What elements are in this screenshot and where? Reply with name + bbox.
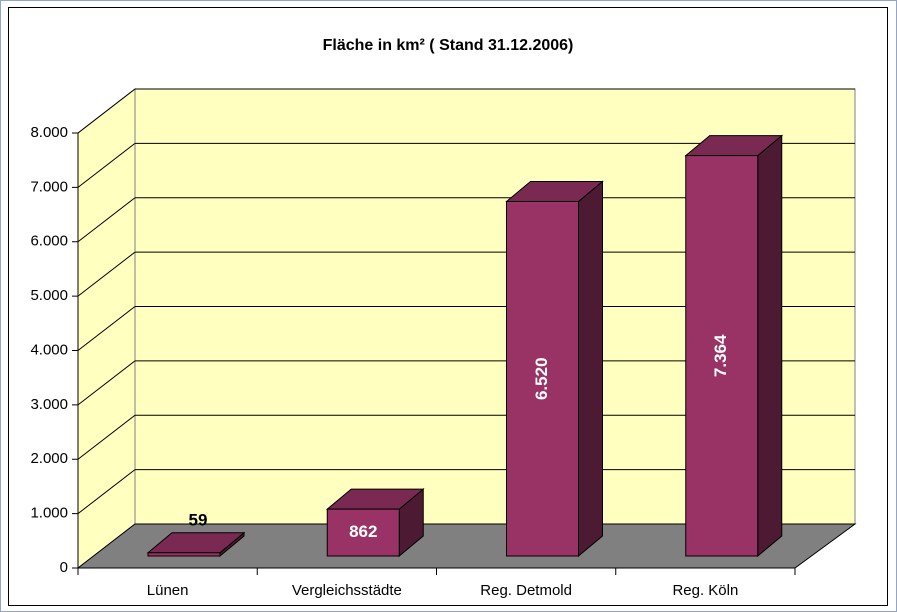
y-tick-label: 8.000 bbox=[30, 124, 68, 141]
data-label: 7.364 bbox=[711, 334, 730, 377]
bar bbox=[326, 508, 400, 557]
bar-side bbox=[757, 134, 783, 558]
bar-side bbox=[578, 180, 603, 558]
y-tick-label: 0 bbox=[60, 559, 68, 576]
x-tick-label: Vergleichsstädte bbox=[292, 582, 402, 599]
y-tick-label: 6.000 bbox=[30, 233, 68, 250]
y-tick-label: 5.000 bbox=[30, 287, 68, 304]
y-tick-label: 3.000 bbox=[30, 396, 68, 413]
grid-line bbox=[77, 306, 136, 351]
y-tick-label: 2.000 bbox=[30, 450, 68, 467]
grid-line bbox=[77, 469, 136, 515]
y-tick-label: 7.000 bbox=[30, 178, 68, 195]
grid-line bbox=[77, 360, 136, 406]
x-tick-label: Reg. Detmold bbox=[480, 582, 572, 599]
grid-line bbox=[77, 251, 136, 297]
grid-line bbox=[77, 88, 136, 134]
grid-line bbox=[77, 197, 136, 243]
bar bbox=[506, 200, 579, 557]
y-tick-label: 1.000 bbox=[30, 505, 68, 522]
data-label: 862 bbox=[349, 522, 377, 541]
bar bbox=[147, 552, 221, 557]
chart-title: Fläche in km² ( Stand 31.12.2006) bbox=[323, 37, 574, 54]
data-label: 59 bbox=[189, 510, 208, 529]
grid-line bbox=[77, 414, 136, 460]
y-tick-label: 4.000 bbox=[30, 341, 68, 358]
grid-line bbox=[77, 142, 136, 188]
x-tick-label: Lünen bbox=[147, 582, 189, 599]
bar bbox=[685, 155, 759, 557]
data-label: 6.520 bbox=[532, 357, 551, 400]
x-tick-label: Reg. Köln bbox=[672, 582, 738, 599]
